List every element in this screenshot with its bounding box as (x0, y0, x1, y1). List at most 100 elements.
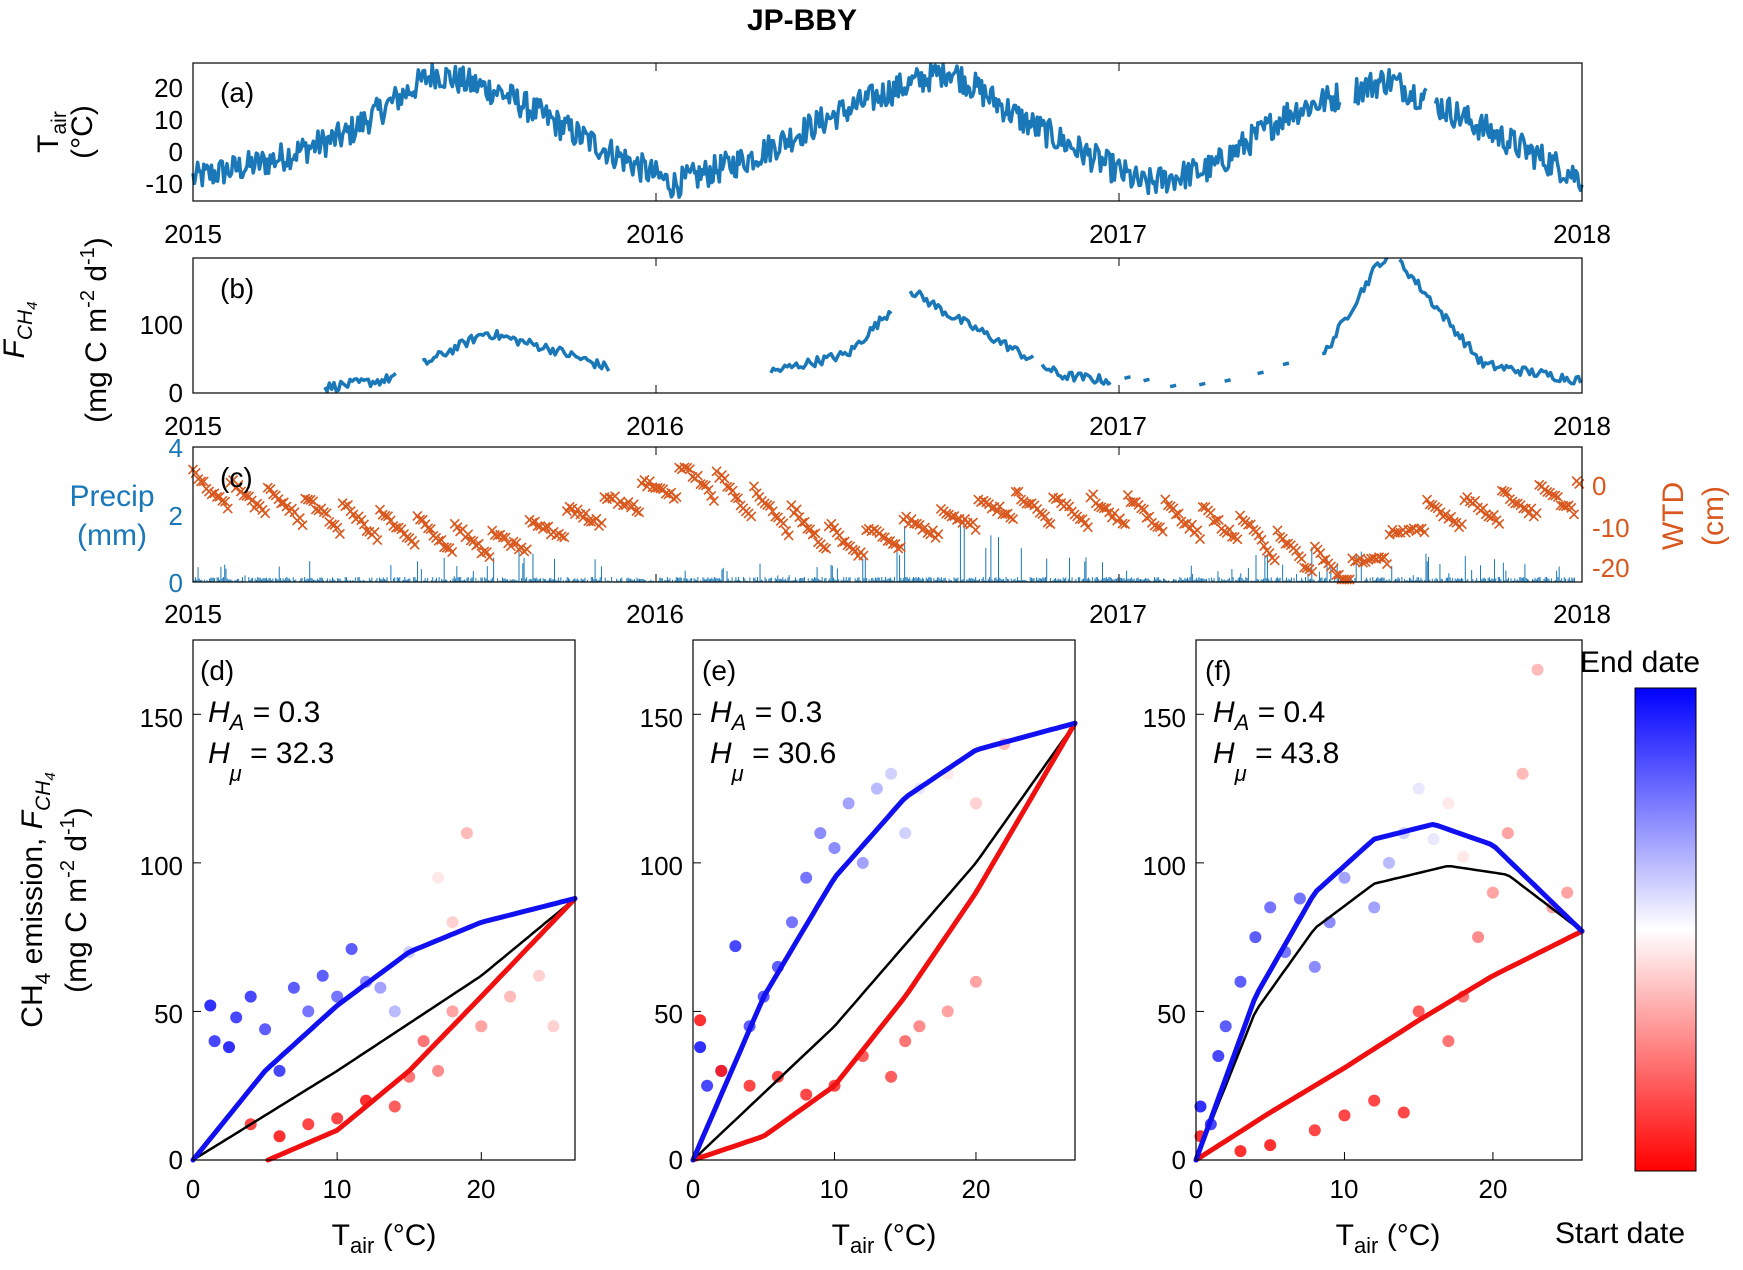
panel-e-xticks: 0 10 20 (686, 1174, 991, 1204)
scatter-point (694, 1014, 707, 1027)
wtd-marker (837, 537, 848, 548)
panel-e-xlabel: Tair (°C) (832, 1219, 937, 1258)
panel-f-xlabel-unit: (°C) (1378, 1219, 1440, 1252)
panel-f-ytick: 0 (1172, 1145, 1186, 1175)
wtd-marker (447, 546, 458, 558)
panel-f-xtick: 20 (1479, 1174, 1508, 1204)
scatter-point (1338, 1109, 1351, 1122)
wtd-marker (385, 515, 396, 526)
wtd-marker (540, 521, 551, 532)
scatter-point (970, 975, 982, 988)
panel-b-ylabel-mid: d (80, 265, 113, 290)
panel-d-xlabel-unit: (°C) (374, 1219, 436, 1252)
fit-line-cold (1193, 928, 1585, 1163)
scatter-point (1264, 1139, 1277, 1152)
panel-d: (d) HA = 0.3 Hμ = 32.3 0 50 100 150 0 10… (140, 639, 578, 1258)
scatter-point (800, 871, 813, 884)
scatter-point (1561, 886, 1574, 899)
wtd-marker (318, 506, 329, 518)
wtd-marker (492, 530, 503, 541)
panel-a-plot-area (191, 62, 1584, 201)
svg-text:Tair: Tair (32, 111, 71, 153)
panel-f-hmu: Hμ = 43.8 (1213, 737, 1339, 786)
fch4-fragment (1124, 375, 1131, 380)
wtd-marker (1088, 489, 1099, 500)
wtd-marker (922, 527, 933, 538)
scatter-point (1397, 1106, 1410, 1119)
panel-b: (b) 100 0 FCH4 (mg C m-2 d-1) 2015 2016 … (0, 237, 1611, 441)
scatter-ylabel-mid: d (60, 835, 93, 860)
scatter-point (1442, 797, 1455, 810)
wtd-marker (933, 529, 944, 540)
panel-a-ytick: 20 (154, 73, 183, 103)
scatter-point (899, 1035, 912, 1048)
wtd-marker (1170, 509, 1182, 520)
wtd-marker (1392, 527, 1403, 538)
panel-d-xticks: 0 10 20 (186, 1174, 496, 1204)
panel-c-right-ytick: 0 (1592, 471, 1606, 501)
wtd-marker (1307, 566, 1318, 577)
fch4-fragment (1224, 378, 1232, 383)
wtd-marker (1317, 555, 1328, 566)
wtd-marker (358, 519, 370, 530)
scatter-point (1308, 1124, 1321, 1137)
wtd-marker (967, 517, 979, 528)
wtd-marker (198, 476, 209, 487)
scatter-point (1531, 663, 1544, 676)
wtd-marker (505, 541, 516, 552)
panel-c-left-ylabel-line2: (mm) (77, 519, 147, 552)
panel-e-frame (692, 639, 1076, 1161)
wtd-marker (877, 531, 888, 542)
wtd-marker (764, 500, 776, 512)
scatter-point (1368, 1094, 1381, 1107)
panel-f-plot-area (1193, 663, 1585, 1163)
wtd-marker (1566, 502, 1577, 513)
panel-a-frame (192, 62, 1583, 202)
scatter-point (870, 782, 883, 795)
panel-d-label: (d) (200, 655, 234, 686)
panel-c-frame (192, 446, 1583, 583)
panel-f-xtick: 10 (1330, 1174, 1359, 1204)
scatter-point (885, 767, 898, 780)
scatter-point (694, 1041, 707, 1054)
panel-d-frame (192, 639, 576, 1161)
panel-d-xlabel-sub: air (350, 1233, 374, 1258)
wtd-marker (195, 476, 207, 487)
wtd-marker (1568, 509, 1580, 520)
fch4-fragment (1143, 377, 1150, 383)
panel-e-plot-area (690, 713, 1078, 1163)
scatter-point (1368, 901, 1381, 914)
scatter-point (1412, 782, 1425, 795)
wtd-marker (1259, 541, 1270, 552)
wtd-marker (1550, 490, 1561, 501)
svg-text:(mg C m-2 d-1): (mg C m-2 d-1) (57, 807, 93, 993)
panel-f-label: (f) (1205, 655, 1231, 686)
colorbar: End date Start date (1555, 646, 1700, 1250)
scatter-point (927, 812, 940, 825)
fch4-line (769, 309, 893, 374)
panel-c-right-ylabel: WTD (cm) (1657, 482, 1730, 550)
scatter-point (345, 943, 358, 955)
panel-c-xticks: 2015 2016 2017 2018 (164, 599, 1611, 629)
panel-b-ytick: 100 (140, 310, 183, 340)
scatter-point (388, 1005, 401, 1018)
wtd-marker (580, 508, 591, 519)
wtd-marker (1232, 534, 1243, 545)
wtd-marker (1053, 492, 1064, 504)
wtd-marker (559, 532, 570, 543)
panel-f-hmu-label: H (1213, 737, 1235, 770)
wtd-marker (829, 522, 840, 534)
wtd-marker (1542, 486, 1553, 497)
panel-d-hmu: Hμ = 32.3 (208, 737, 334, 786)
wtd-marker (401, 532, 412, 543)
wtd-marker (1478, 503, 1489, 514)
panel-a-xtick: 2015 (164, 219, 222, 249)
panel-a-ylabel: Tair (°C) (32, 105, 99, 159)
scatter-point (913, 1020, 926, 1033)
wtd-marker (1210, 515, 1222, 526)
wtd-marker (1269, 555, 1280, 566)
fch4-fragment (1282, 361, 1290, 367)
wtd-marker (786, 500, 797, 511)
panel-d-ha-label: H (208, 696, 230, 729)
wtd-marker (778, 518, 789, 529)
